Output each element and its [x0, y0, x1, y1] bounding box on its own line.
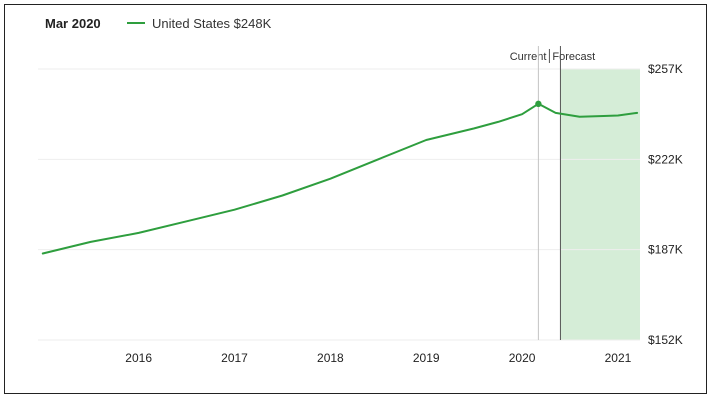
highlight-point: [535, 100, 542, 108]
x-tick-label-1: 2017: [221, 351, 248, 365]
forecast-band: [560, 69, 640, 340]
legend-series-label: United States $248K: [152, 16, 272, 31]
y-tick-label-0: $257K: [648, 62, 683, 76]
forecast-region: [560, 69, 640, 340]
x-tick-label-0: 2016: [125, 351, 152, 365]
y-tick-label-3: $152K: [648, 333, 683, 347]
legend-date: Mar 2020: [45, 16, 101, 31]
x-tick-label-3: 2019: [413, 351, 440, 365]
series-line-0: [41, 102, 540, 255]
y-tick-label-1: $222K: [648, 152, 683, 166]
forecast-label: Forecast: [552, 51, 595, 63]
gridlines: [38, 68, 640, 341]
current-label: Current: [510, 51, 547, 63]
y-axis-ticks: $257K $222K $187K $152K: [648, 62, 683, 347]
x-tick-label-5: 2021: [605, 351, 632, 365]
x-tick-label-2: 2018: [317, 351, 344, 365]
current-forecast-markers: Current Forecast: [510, 46, 595, 340]
x-axis-ticks: 2016 2017 2018 2019 2020 2021: [125, 351, 631, 365]
y-tick-label-2: $187K: [648, 243, 683, 257]
x-tick-label-4: 2020: [509, 351, 536, 365]
series-line-1: [537, 102, 639, 118]
series-lines: [41, 100, 639, 255]
